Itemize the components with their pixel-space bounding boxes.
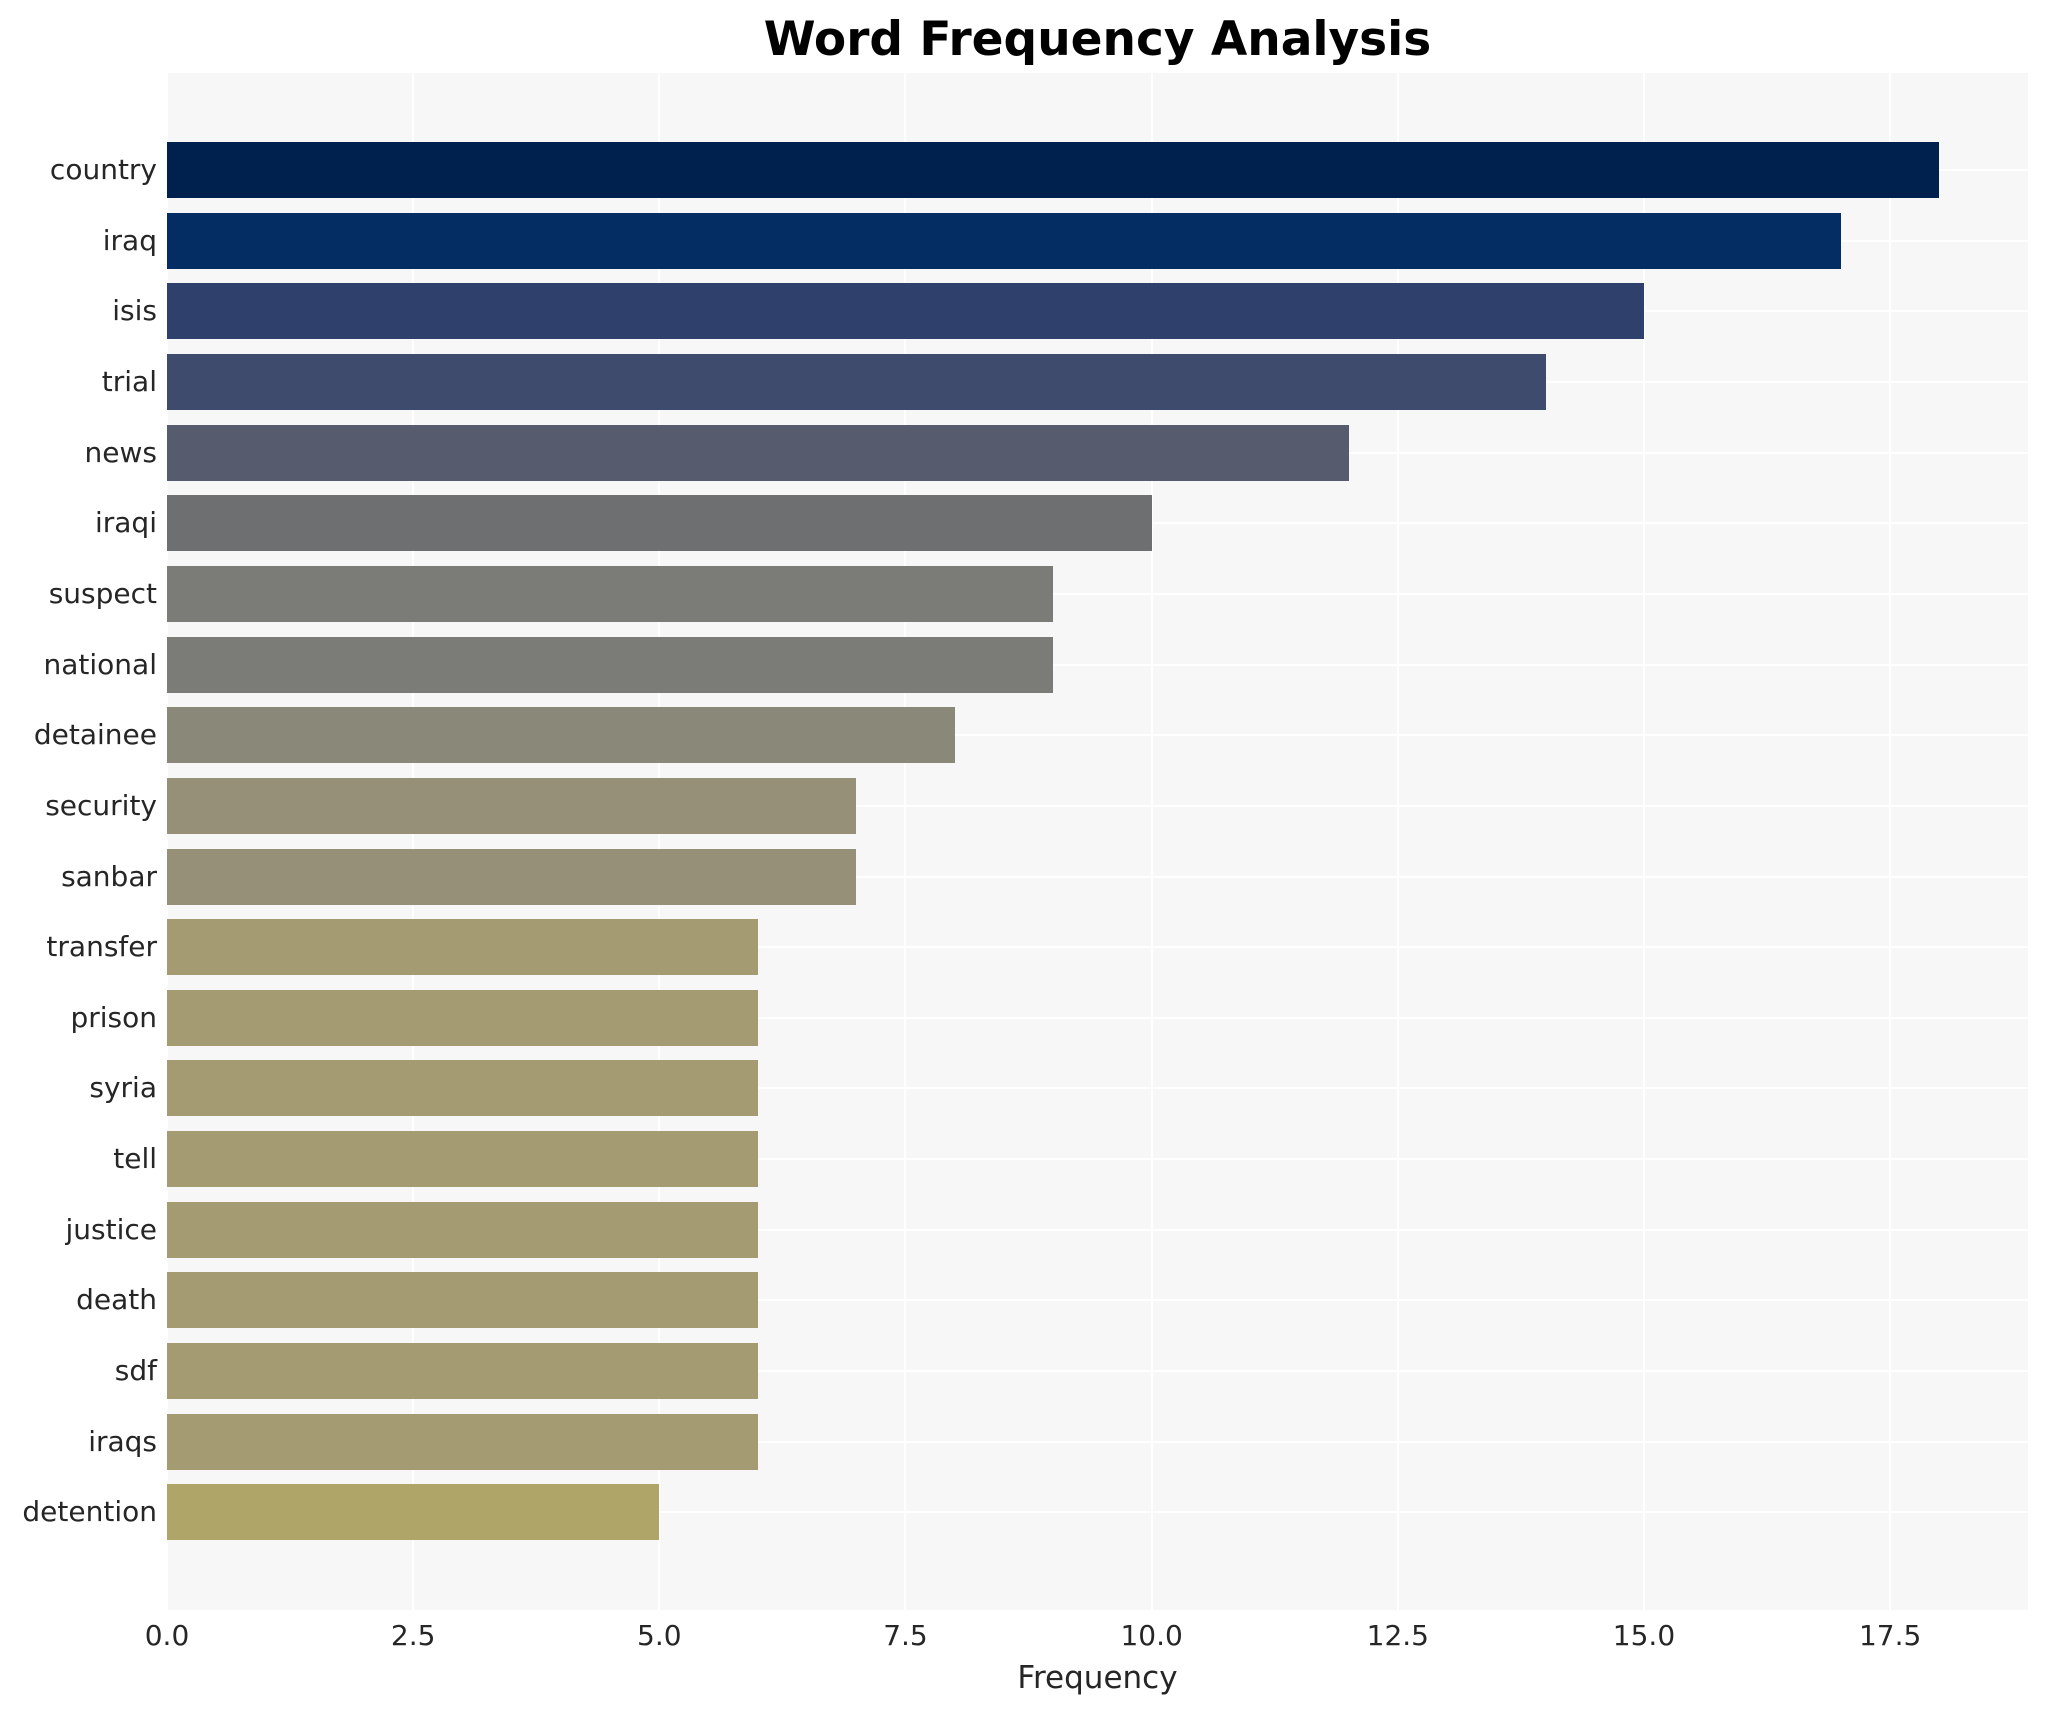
gridline-vertical bbox=[1642, 73, 1645, 1610]
chart-title: Word Frequency Analysis bbox=[763, 12, 1432, 67]
y-tick-label: news bbox=[84, 435, 157, 469]
gridline-horizontal bbox=[167, 592, 2028, 595]
y-tick-label: tell bbox=[113, 1142, 157, 1176]
gridline-horizontal bbox=[167, 1158, 2028, 1161]
x-tick-label: 2.5 bbox=[390, 1619, 436, 1652]
gridline-vertical bbox=[658, 73, 661, 1610]
y-tick-label: iraqi bbox=[94, 506, 157, 540]
gridline-vertical bbox=[1396, 73, 1399, 1610]
y-tick-label: prison bbox=[70, 1000, 157, 1034]
gridline-vertical bbox=[1150, 73, 1153, 1610]
y-tick-label: national bbox=[43, 647, 157, 681]
bar-national bbox=[167, 636, 1054, 693]
bar-security bbox=[167, 777, 857, 834]
bar-detention bbox=[167, 1484, 660, 1541]
gridline-horizontal bbox=[167, 1511, 2028, 1514]
y-tick-label: detainee bbox=[33, 718, 157, 752]
y-tick-label: suspect bbox=[48, 576, 157, 610]
gridline-horizontal bbox=[167, 1228, 2028, 1231]
y-tick-label: iraqs bbox=[88, 1424, 157, 1458]
bar-transfer bbox=[167, 919, 758, 976]
y-axis-labels: country iraq isis trial news iraqi suspect nati… bbox=[0, 73, 157, 1610]
y-tick-label: iraq bbox=[102, 223, 157, 257]
y-tick-label: detention bbox=[22, 1495, 157, 1529]
y-tick-label: security bbox=[45, 788, 157, 822]
y-tick-label: death bbox=[76, 1283, 157, 1317]
gridline-horizontal bbox=[167, 663, 2028, 666]
x-tick-label: 7.5 bbox=[883, 1619, 928, 1652]
bar-sanbar bbox=[167, 848, 857, 905]
gridline-horizontal bbox=[167, 734, 2028, 737]
x-axis-label: Frequency bbox=[1017, 1660, 1178, 1696]
y-tick-label: country bbox=[49, 153, 157, 186]
bar-iraq bbox=[167, 212, 1841, 269]
gridline-vertical bbox=[1889, 73, 1892, 1610]
x-tick-label: 17.5 bbox=[1858, 1619, 1922, 1652]
bar-trial bbox=[167, 353, 1546, 410]
plot-area bbox=[166, 73, 2028, 1610]
gridline-vertical bbox=[166, 73, 168, 1610]
gridline-horizontal bbox=[167, 1370, 2028, 1373]
bar-death bbox=[167, 1272, 758, 1329]
gridline-horizontal bbox=[167, 1440, 2028, 1443]
bar-isis bbox=[167, 283, 1644, 340]
bar-justice bbox=[167, 1201, 758, 1258]
y-tick-label: syria bbox=[89, 1071, 157, 1105]
y-tick-label: transfer bbox=[46, 930, 157, 964]
bar-tell bbox=[167, 1131, 758, 1188]
gridline-horizontal bbox=[167, 875, 2028, 878]
bar-suspect bbox=[167, 565, 1054, 622]
gridline-horizontal bbox=[167, 946, 2028, 949]
x-tick-label: 12.5 bbox=[1366, 1619, 1429, 1652]
gridline-horizontal bbox=[167, 804, 2028, 807]
gridline-horizontal bbox=[167, 1016, 2028, 1019]
x-tick-label: 10.0 bbox=[1120, 1619, 1183, 1652]
x-axis-ticks: 0.0 2.5 5.0 7.5 10.0 12.5 15.0 17.5 bbox=[145, 1619, 2028, 1659]
x-tick-label: 15.0 bbox=[1612, 1619, 1676, 1652]
y-tick-label: sdf bbox=[114, 1354, 157, 1388]
bar-syria bbox=[167, 1060, 758, 1117]
bar-country bbox=[167, 142, 1940, 198]
y-tick-label: sanbar bbox=[61, 859, 157, 893]
y-tick-label: isis bbox=[112, 294, 157, 328]
x-tick-label: 5.0 bbox=[637, 1619, 682, 1652]
gridline-vertical bbox=[904, 73, 907, 1610]
y-tick-label: justice bbox=[65, 1212, 158, 1246]
bar-iraqi bbox=[167, 495, 1152, 552]
y-tick-label: trial bbox=[101, 364, 157, 398]
bar-news bbox=[167, 424, 1349, 481]
bar-sdf bbox=[167, 1343, 758, 1400]
x-tick-label: 0.0 bbox=[144, 1619, 190, 1652]
bar-iraqs bbox=[167, 1413, 758, 1470]
gridline-horizontal bbox=[167, 1299, 2028, 1302]
gridline-vertical bbox=[412, 73, 415, 1610]
bar-detainee bbox=[167, 707, 955, 764]
gridline-horizontal bbox=[167, 1087, 2028, 1090]
bar-prison bbox=[167, 989, 758, 1046]
